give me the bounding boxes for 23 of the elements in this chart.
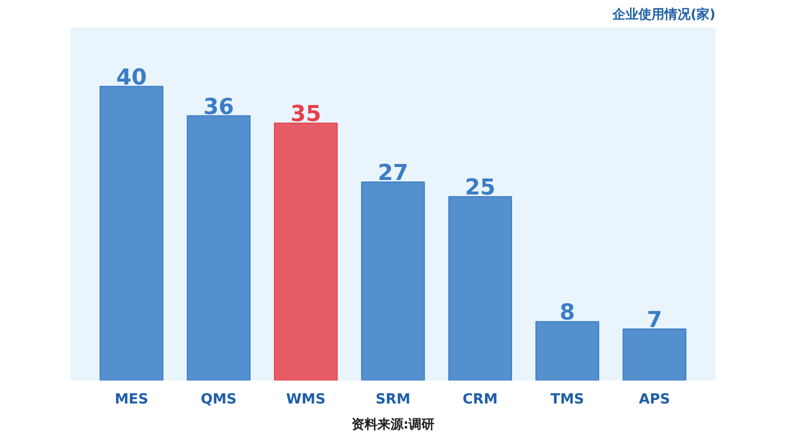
x-tick-label: MES xyxy=(114,392,148,408)
x-tick-label: SRM xyxy=(376,392,410,408)
data-label: 7 xyxy=(646,308,662,334)
bar xyxy=(186,115,251,380)
x-tick-label: CRM xyxy=(462,392,498,408)
data-label: 8 xyxy=(560,300,575,326)
bar xyxy=(535,321,600,380)
bar xyxy=(361,181,425,380)
data-label: 35 xyxy=(290,102,322,128)
x-tick-label: QMS xyxy=(200,392,237,408)
x-tick-label: WMS xyxy=(286,392,326,408)
x-tick-label: APS xyxy=(638,392,670,408)
bar xyxy=(622,328,686,380)
data-label: 36 xyxy=(203,94,234,120)
text: 资料来源:调研 xyxy=(351,418,435,432)
x-tick-label: TMS xyxy=(550,392,584,408)
bar xyxy=(100,86,164,380)
data-label: 40 xyxy=(116,65,147,90)
y-axis-title: 企业使用情况(家) xyxy=(612,6,716,22)
data-label: 25 xyxy=(464,176,496,201)
data-label: 27 xyxy=(378,160,408,186)
bar xyxy=(448,196,512,380)
bar xyxy=(274,122,338,380)
